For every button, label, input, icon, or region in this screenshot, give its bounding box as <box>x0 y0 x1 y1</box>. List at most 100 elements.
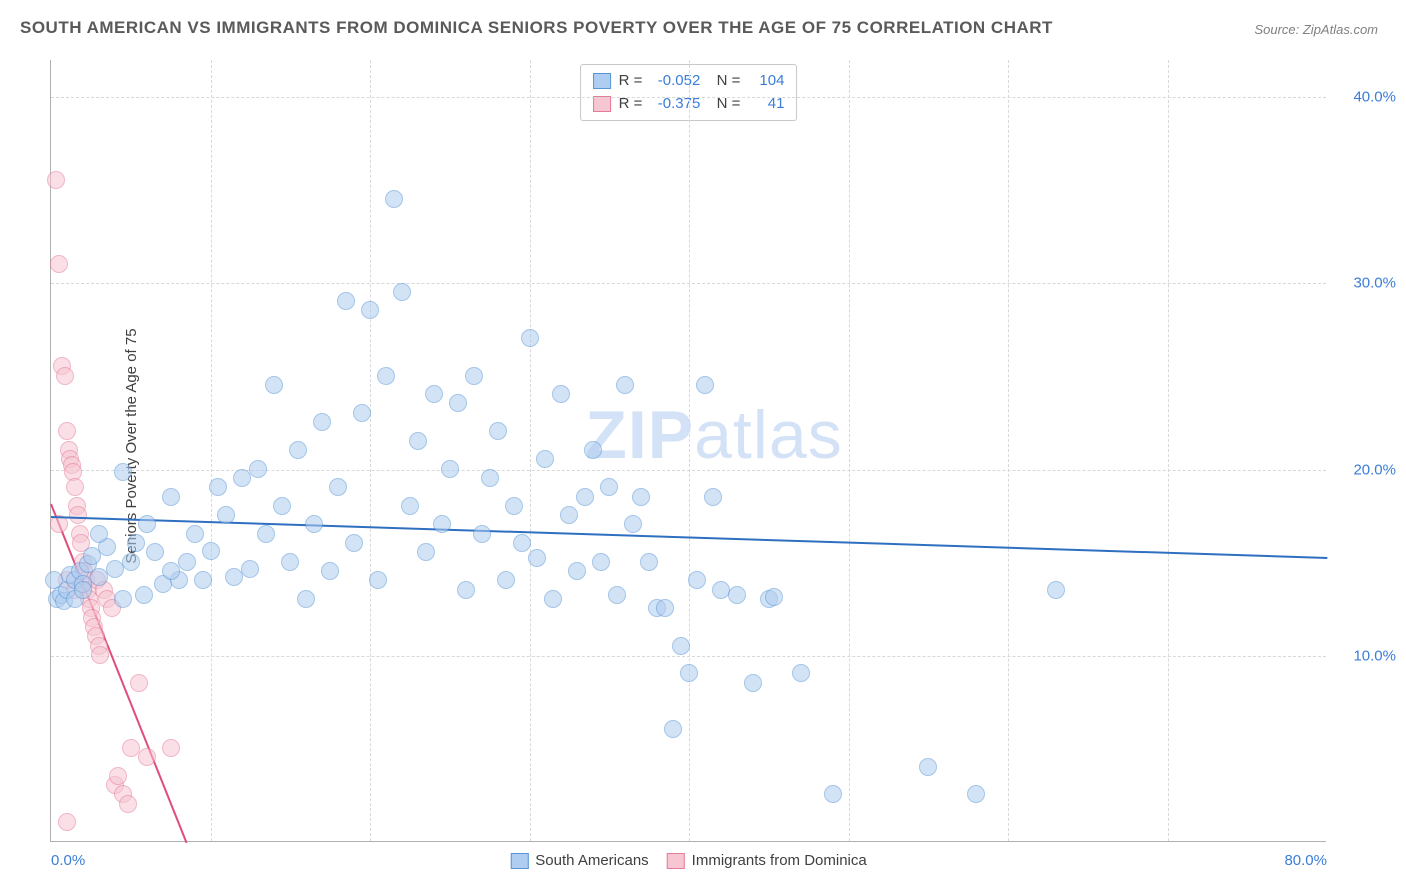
data-point <box>265 376 283 394</box>
legend-item: South Americans <box>510 852 648 869</box>
data-point <box>249 460 267 478</box>
data-point <box>409 432 427 450</box>
data-point <box>305 515 323 533</box>
data-point <box>162 739 180 757</box>
data-point <box>600 478 618 496</box>
data-point <box>393 283 411 301</box>
data-point <box>919 758 937 776</box>
data-point <box>696 376 714 394</box>
data-point <box>497 571 515 589</box>
data-point <box>186 525 204 543</box>
scatter-plot: ZIPatlas R =-0.052 N =104R =-0.375 N =41… <box>50 60 1326 842</box>
data-point <box>608 586 626 604</box>
data-point <box>217 506 235 524</box>
data-point <box>513 534 531 552</box>
stat-R-label: R = <box>619 93 643 116</box>
stat-N-label: N = <box>708 70 740 93</box>
data-point <box>66 478 84 496</box>
legend-swatch <box>667 853 685 869</box>
data-point <box>765 588 783 606</box>
data-point <box>281 553 299 571</box>
gridline-vertical <box>1008 60 1009 841</box>
data-point <box>1047 581 1065 599</box>
data-point <box>90 525 108 543</box>
data-point <box>114 590 132 608</box>
data-point <box>792 664 810 682</box>
data-point <box>576 488 594 506</box>
data-point <box>297 590 315 608</box>
stat-R-value: -0.052 <box>650 70 700 93</box>
data-point <box>544 590 562 608</box>
data-point <box>489 422 507 440</box>
data-point <box>592 553 610 571</box>
data-point <box>521 329 539 347</box>
data-point <box>401 497 419 515</box>
data-point <box>109 767 127 785</box>
data-point <box>209 478 227 496</box>
data-point <box>967 785 985 803</box>
data-point <box>688 571 706 589</box>
data-point <box>552 385 570 403</box>
data-point <box>704 488 722 506</box>
legend-label: South Americans <box>535 852 648 869</box>
data-point <box>58 813 76 831</box>
data-point <box>624 515 642 533</box>
data-point <box>528 549 546 567</box>
data-point <box>178 553 196 571</box>
data-point <box>58 422 76 440</box>
data-point <box>56 367 74 385</box>
data-point <box>321 562 339 580</box>
data-point <box>656 599 674 617</box>
data-point <box>289 441 307 459</box>
data-point <box>162 488 180 506</box>
data-point <box>74 581 92 599</box>
data-point <box>273 497 291 515</box>
data-point <box>194 571 212 589</box>
data-point <box>50 255 68 273</box>
legend-swatch <box>510 853 528 869</box>
data-point <box>127 534 145 552</box>
data-point <box>505 497 523 515</box>
data-point <box>47 171 65 189</box>
data-point <box>135 586 153 604</box>
stat-N-label: N = <box>708 93 740 116</box>
stat-N-value: 41 <box>748 93 784 116</box>
series-legend: South AmericansImmigrants from Dominica <box>510 852 866 869</box>
y-tick-label: 30.0% <box>1353 275 1396 292</box>
watermark: ZIPatlas <box>585 396 842 474</box>
stat-N-value: 104 <box>748 70 784 93</box>
data-point <box>233 469 251 487</box>
data-point <box>114 463 132 481</box>
gridline-vertical <box>211 60 212 841</box>
legend-swatch <box>593 73 611 89</box>
data-point <box>202 542 220 560</box>
data-point <box>353 404 371 422</box>
data-point <box>329 478 347 496</box>
data-point <box>241 560 259 578</box>
data-point <box>146 543 164 561</box>
gridline-vertical <box>530 60 531 841</box>
data-point <box>824 785 842 803</box>
data-point <box>744 674 762 692</box>
data-point <box>377 367 395 385</box>
data-point <box>640 553 658 571</box>
data-point <box>457 581 475 599</box>
data-point <box>122 553 140 571</box>
gridline-vertical <box>1168 60 1169 841</box>
x-tick-label: 0.0% <box>51 852 85 869</box>
data-point <box>257 525 275 543</box>
data-point <box>560 506 578 524</box>
data-point <box>680 664 698 682</box>
gridline-vertical <box>689 60 690 841</box>
data-point <box>728 586 746 604</box>
data-point <box>337 292 355 310</box>
y-tick-label: 40.0% <box>1353 89 1396 106</box>
data-point <box>69 506 87 524</box>
data-point <box>361 301 379 319</box>
data-point <box>465 367 483 385</box>
data-point <box>91 646 109 664</box>
data-point <box>481 469 499 487</box>
data-point <box>664 720 682 738</box>
data-point <box>441 460 459 478</box>
gridline-vertical <box>849 60 850 841</box>
